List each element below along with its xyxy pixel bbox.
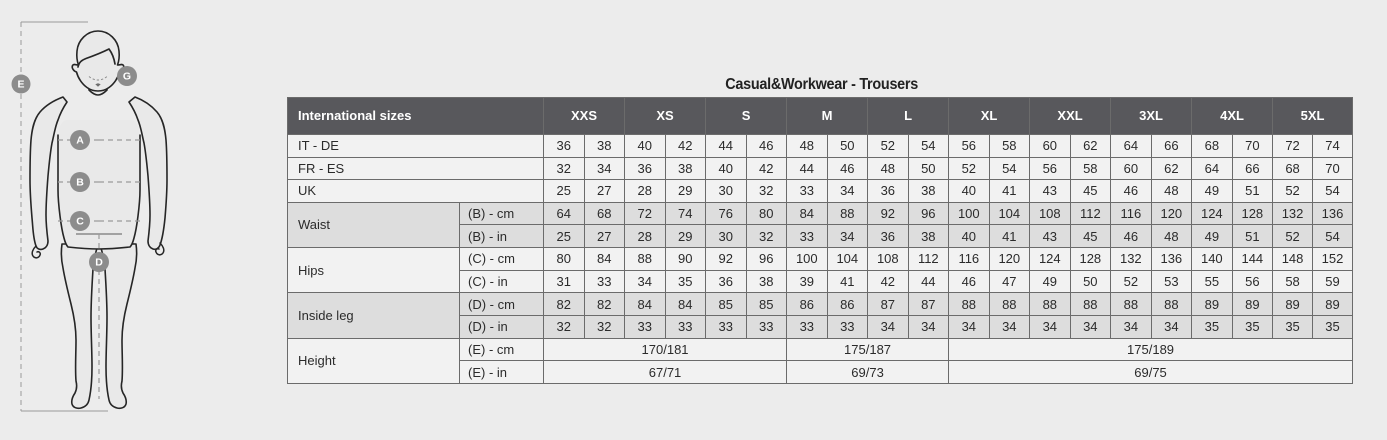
svg-text:G: G	[123, 71, 131, 83]
svg-text:A: A	[76, 135, 84, 147]
svg-text:B: B	[76, 177, 84, 189]
svg-text:C: C	[76, 216, 84, 228]
svg-text:D: D	[95, 257, 103, 269]
svg-text:E: E	[17, 78, 24, 90]
